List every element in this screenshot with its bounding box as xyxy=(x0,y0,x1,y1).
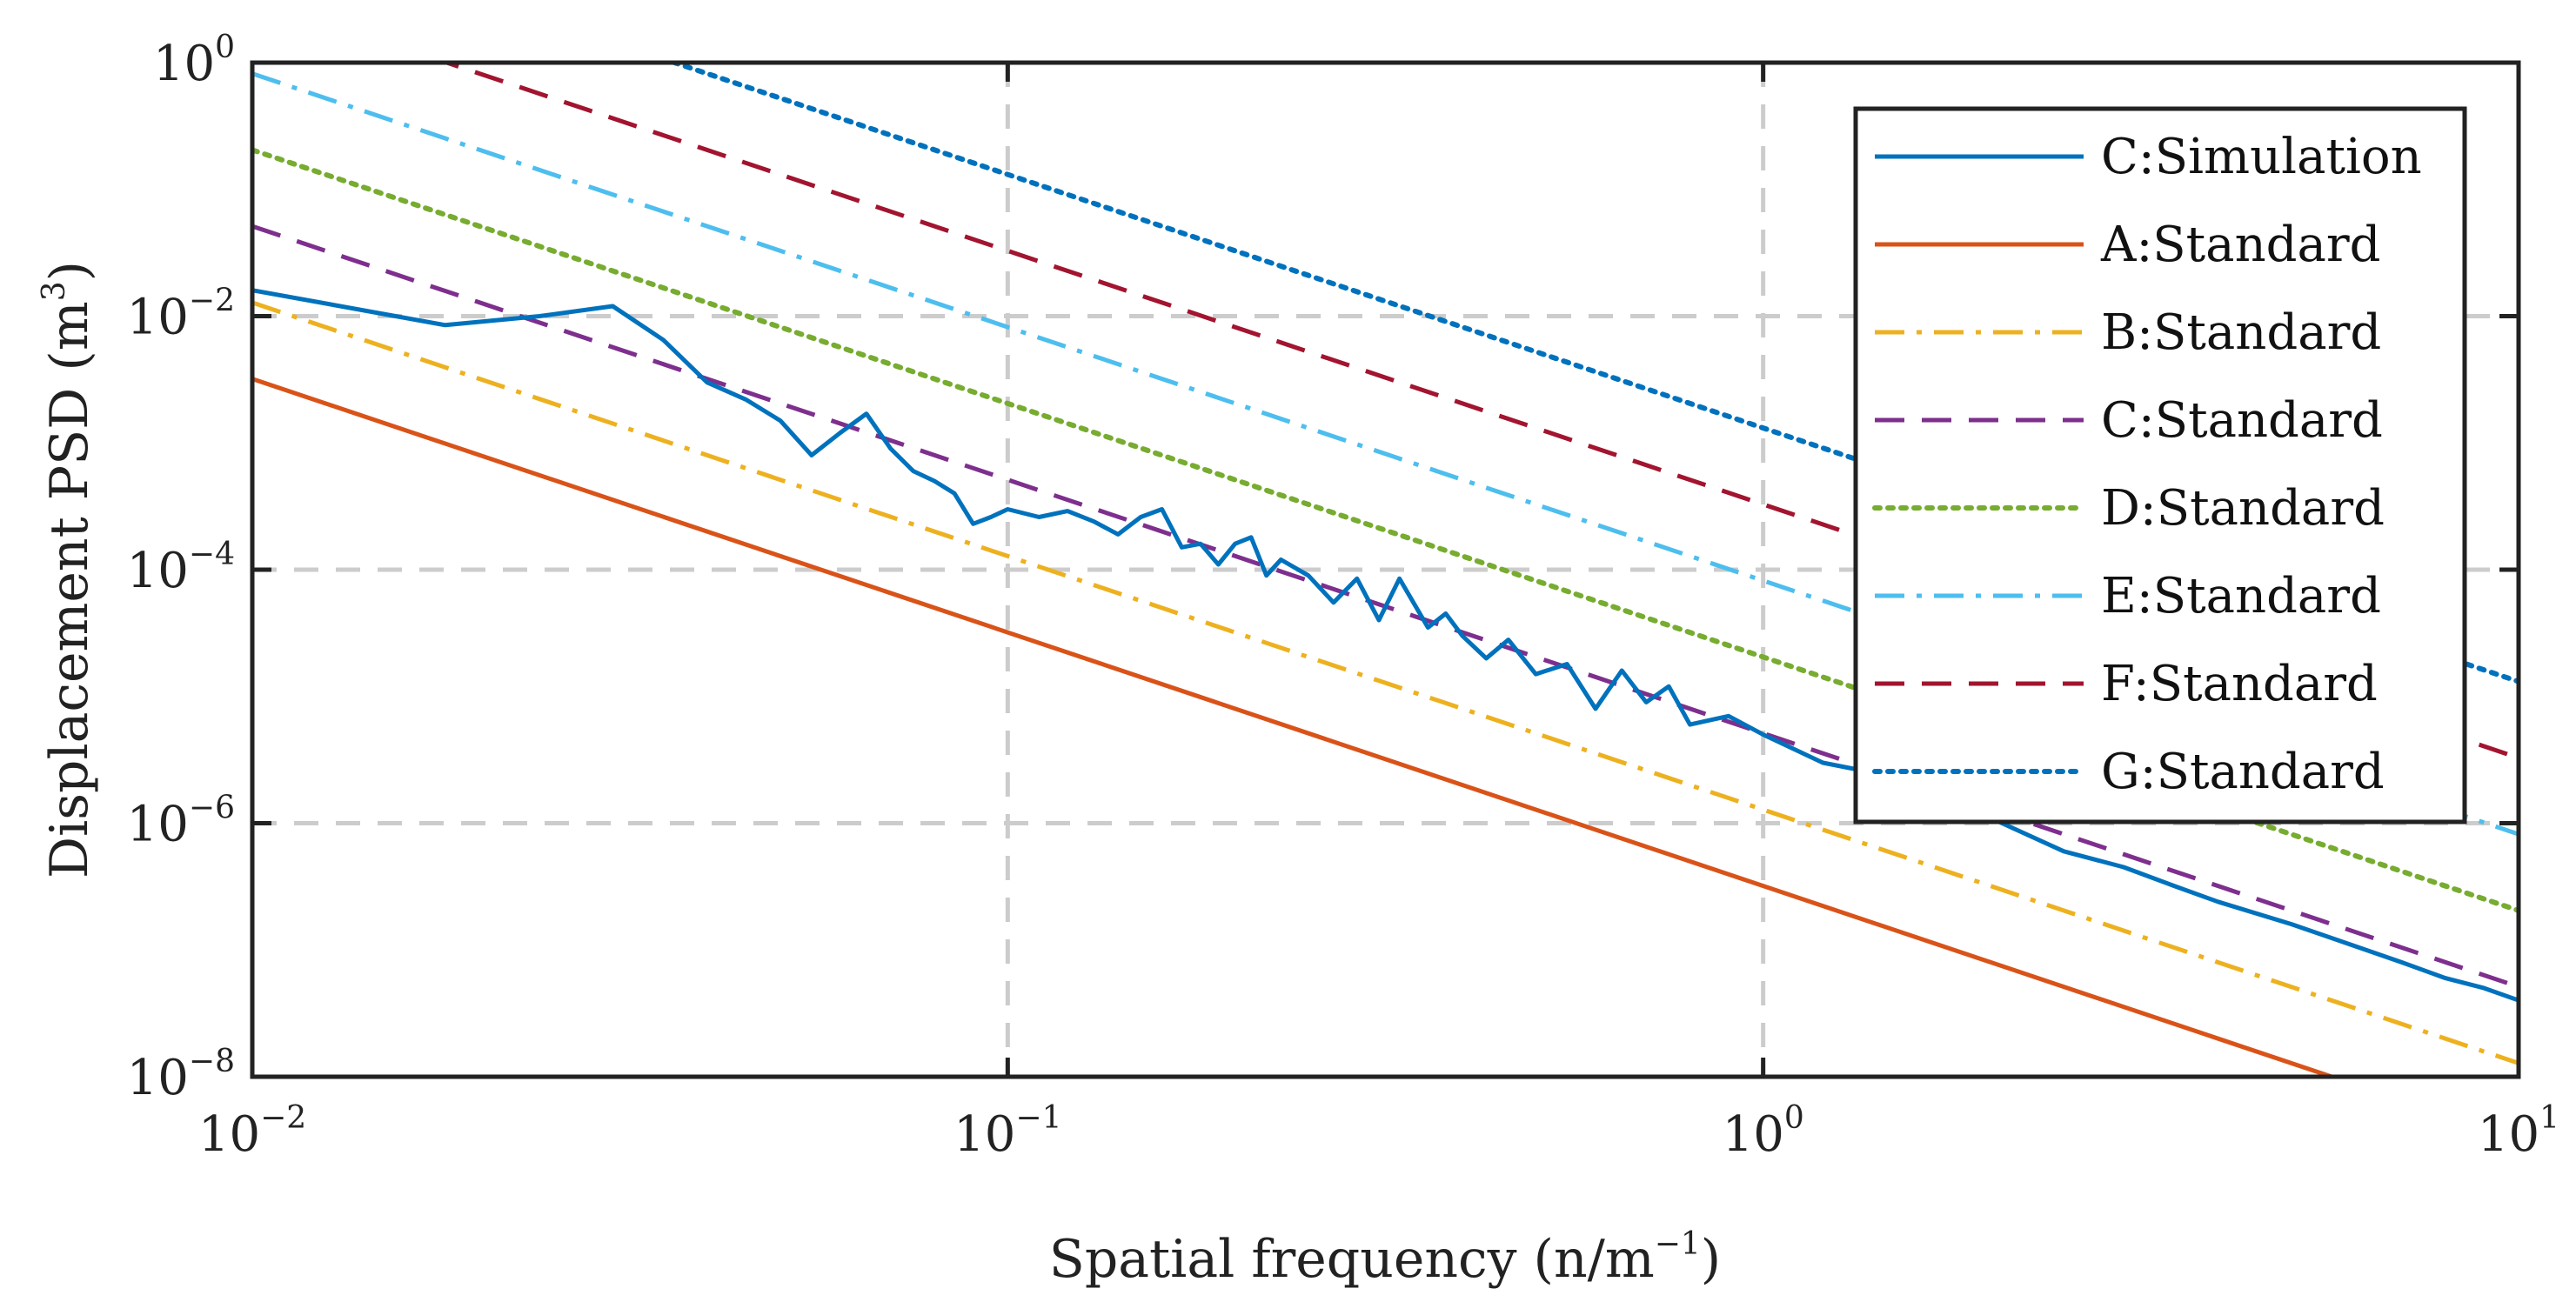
legend-label-c-standard: C:Standard xyxy=(2101,392,2383,449)
legend-label-d-standard: D:Standard xyxy=(2101,480,2385,537)
legend-label-g-standard: G:Standard xyxy=(2101,744,2385,800)
y-tick-label: 100 xyxy=(153,30,235,92)
series-line-e-standard xyxy=(252,71,2519,837)
ticks: 10−2 10−1 100 101 10−8 10−6 10−4 10−2 100 xyxy=(127,30,2559,1163)
x-tick-label: 10−2 xyxy=(198,1100,306,1163)
legend-label-f-standard: F:Standard xyxy=(2101,656,2378,712)
legend-box xyxy=(1853,106,2467,825)
legend: C:Simulation A:Standard B:Standard C:Standa… xyxy=(1853,106,2467,825)
legend-label-b-standard: B:Standard xyxy=(2101,304,2381,361)
x-axis-label: Spatial frequency (n/m−1) xyxy=(1049,1226,1721,1290)
y-tick-label: 10−2 xyxy=(127,284,235,346)
x-tick-label: 101 xyxy=(2478,1100,2559,1163)
y-tick-label: 10−6 xyxy=(127,791,235,853)
x-tick-label: 10−1 xyxy=(953,1100,1061,1163)
y-tick-label: 10−8 xyxy=(127,1044,235,1106)
legend-label-e-standard: E:Standard xyxy=(2101,568,2381,624)
series-line-a-standard xyxy=(252,377,2339,1077)
legend-label-c-simulation: C:Simulation xyxy=(2101,129,2422,185)
series-line-g-standard xyxy=(666,63,2519,684)
legend-label-a-standard: A:Standard xyxy=(2100,217,2380,273)
x-tick-label: 100 xyxy=(1723,1100,1804,1163)
series-line-d-standard xyxy=(252,147,2519,913)
series-line-b-standard xyxy=(252,300,2519,1065)
y-axis-label: Displacement PSD (m3) xyxy=(37,261,100,878)
y-tick-label: 10−4 xyxy=(127,537,235,599)
